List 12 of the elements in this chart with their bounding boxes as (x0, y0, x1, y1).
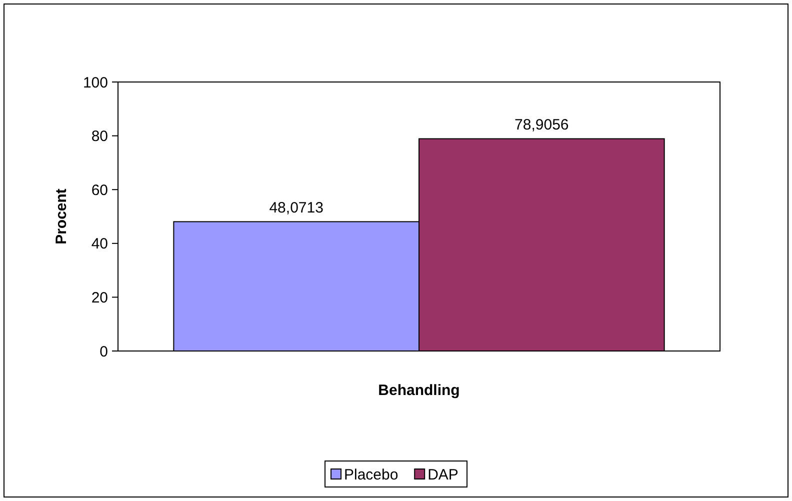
y-tick-label: 100 (82, 74, 108, 92)
data-label: 78,9056 (514, 116, 569, 134)
legend-label: DAP (428, 466, 458, 484)
y-tick-label: 40 (91, 236, 108, 253)
y-tick-label: 20 (91, 289, 108, 306)
legend-label: Placebo (344, 466, 398, 484)
x-axis-title: Behandling (378, 382, 460, 399)
y-tick-label: 0 (100, 343, 108, 360)
y-tick-label: 80 (91, 128, 108, 146)
y-axis-title: Procent (53, 188, 70, 244)
y-tick-label: 60 (91, 182, 108, 199)
data-label: 48,0713 (269, 200, 324, 217)
